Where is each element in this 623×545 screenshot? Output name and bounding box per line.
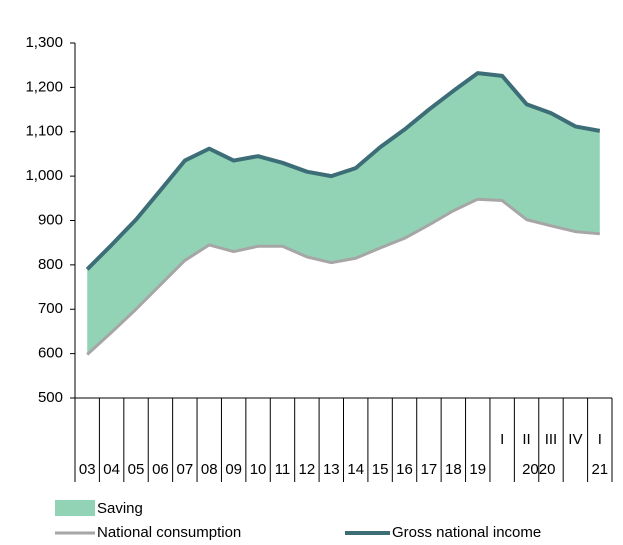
x-tick-label: 06: [152, 461, 169, 478]
y-tick-label: 900: [38, 211, 63, 228]
x-tick-label: 18: [445, 461, 462, 478]
y-tick-label: 800: [38, 256, 63, 273]
x-tick-label: III: [545, 431, 558, 448]
x-group-label: 21: [591, 461, 608, 478]
series-line: [86, 197, 600, 356]
x-tick-label: 15: [372, 461, 389, 478]
y-tick-label: 1,100: [25, 123, 63, 140]
legend-label: Saving: [97, 500, 143, 517]
x-tick-label: 03: [79, 461, 96, 478]
x-tick-label: 17: [421, 461, 438, 478]
x-tick-label: IV: [568, 431, 582, 448]
x-tick-label: I: [598, 431, 602, 448]
x-tick-label: II: [522, 431, 530, 448]
x-tick-label: 04: [103, 461, 120, 478]
x-tick-label: 07: [176, 461, 193, 478]
legend-label: National consumption: [97, 524, 241, 541]
series-line: [85, 71, 601, 271]
legend-label: Gross national income: [392, 524, 541, 541]
x-group-label: 2020: [522, 461, 555, 478]
x-tick-label: 11: [275, 461, 291, 478]
x-tick-label: 09: [225, 461, 242, 478]
saving-area: [87, 73, 600, 355]
y-tick-label: 600: [38, 345, 63, 362]
x-tick-label: 10: [250, 461, 267, 478]
legend-swatch: [55, 500, 95, 516]
x-tick-label: 14: [347, 461, 364, 478]
y-tick-label: 1,200: [25, 78, 63, 95]
x-tick-label: 05: [128, 461, 145, 478]
x-tick-label: 13: [323, 461, 340, 478]
y-tick-label: 500: [38, 389, 63, 406]
x-tick-label: 16: [396, 461, 413, 478]
y-tick-label: 1,300: [25, 34, 63, 51]
x-tick-label: 19: [469, 461, 486, 478]
x-tick-label: 12: [299, 461, 316, 478]
x-tick-label: 08: [201, 461, 218, 478]
x-tick-label: I: [500, 431, 504, 448]
y-tick-label: 1,000: [25, 167, 63, 184]
y-tick-label: 700: [38, 300, 63, 317]
